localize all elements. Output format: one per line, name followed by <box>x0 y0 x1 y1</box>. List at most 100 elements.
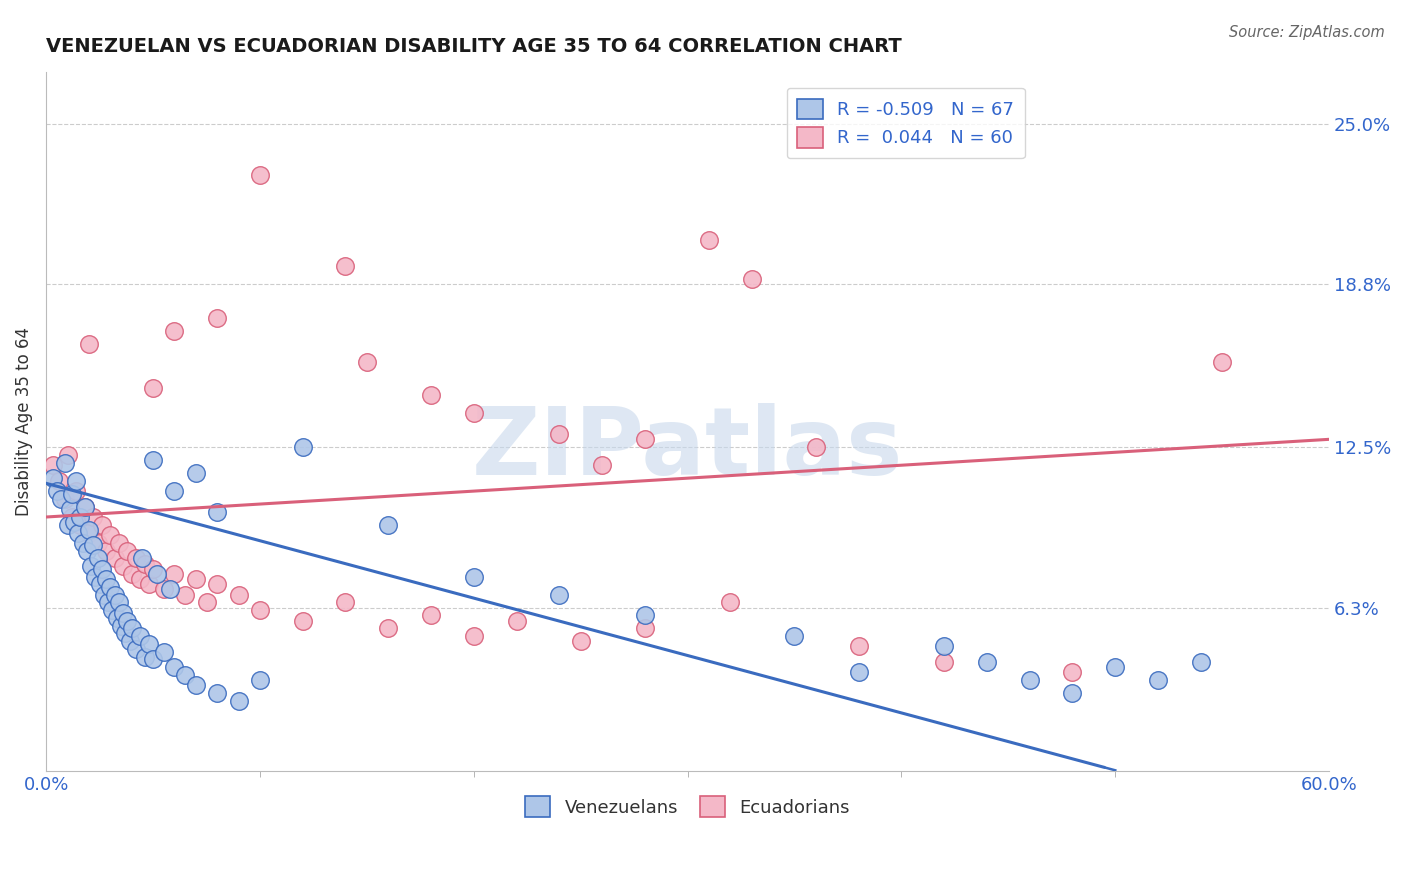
Point <box>634 433 657 447</box>
Point <box>73 500 96 514</box>
Point <box>94 572 117 586</box>
Point <box>86 551 108 566</box>
Text: Source: ZipAtlas.com: Source: ZipAtlas.com <box>1229 25 1385 40</box>
Point <box>1104 660 1126 674</box>
Point <box>121 621 143 635</box>
Point <box>291 440 314 454</box>
Point <box>932 655 955 669</box>
Point <box>69 517 91 532</box>
Point <box>174 588 197 602</box>
Point <box>73 500 96 514</box>
Point <box>163 324 186 338</box>
Point <box>77 525 100 540</box>
Point <box>1062 686 1084 700</box>
Point <box>134 649 156 664</box>
Point <box>138 637 160 651</box>
Point <box>114 626 136 640</box>
Point <box>1062 665 1084 680</box>
Point <box>41 458 63 473</box>
Legend: Venezuelans, Ecuadorians: Venezuelans, Ecuadorians <box>517 789 858 824</box>
Point <box>463 407 485 421</box>
Point <box>56 517 79 532</box>
Point <box>142 453 165 467</box>
Point <box>159 582 181 597</box>
Point <box>121 566 143 581</box>
Point <box>55 456 77 470</box>
Point <box>1018 673 1040 687</box>
Point <box>146 566 169 581</box>
Point <box>98 580 121 594</box>
Point <box>163 660 186 674</box>
Point <box>569 634 592 648</box>
Point <box>77 523 100 537</box>
Point <box>86 536 108 550</box>
Point <box>718 595 741 609</box>
Point <box>60 510 83 524</box>
Point <box>134 557 156 571</box>
Point <box>420 388 443 402</box>
Point <box>49 491 72 506</box>
Point <box>356 354 378 368</box>
Point <box>59 502 82 516</box>
Point <box>56 448 79 462</box>
Point <box>634 621 657 635</box>
Point <box>90 562 112 576</box>
Text: VENEZUELAN VS ECUADORIAN DISABILITY AGE 35 TO 64 CORRELATION CHART: VENEZUELAN VS ECUADORIAN DISABILITY AGE … <box>46 37 901 56</box>
Point <box>783 629 806 643</box>
Point <box>138 577 160 591</box>
Point <box>163 566 186 581</box>
Point <box>505 614 527 628</box>
Point <box>69 510 91 524</box>
Point <box>205 577 228 591</box>
Point <box>117 614 139 628</box>
Point <box>249 673 271 687</box>
Point <box>420 608 443 623</box>
Point <box>104 551 127 566</box>
Point <box>634 608 657 623</box>
Point <box>377 621 399 635</box>
Point <box>108 536 131 550</box>
Point <box>1189 655 1212 669</box>
Point <box>548 427 571 442</box>
Point <box>76 543 98 558</box>
Point <box>98 528 121 542</box>
Point <box>63 515 86 529</box>
Point <box>105 611 128 625</box>
Point <box>249 603 271 617</box>
Point <box>93 588 115 602</box>
Point <box>804 440 827 454</box>
Point <box>48 474 70 488</box>
Point <box>90 517 112 532</box>
Point <box>60 486 83 500</box>
Point <box>117 543 139 558</box>
Point <box>184 572 207 586</box>
Point <box>41 471 63 485</box>
Point <box>377 517 399 532</box>
Point <box>129 572 152 586</box>
Point <box>848 665 870 680</box>
Text: ZIPatlas: ZIPatlas <box>472 403 903 495</box>
Point <box>97 595 120 609</box>
Point <box>118 634 141 648</box>
Point <box>932 640 955 654</box>
Point <box>228 588 250 602</box>
Point <box>142 652 165 666</box>
Point <box>125 642 148 657</box>
Point <box>463 569 485 583</box>
Point <box>205 505 228 519</box>
Point <box>976 655 998 669</box>
Point <box>463 629 485 643</box>
Point <box>741 272 763 286</box>
Point <box>335 595 357 609</box>
Point <box>228 694 250 708</box>
Point <box>67 525 90 540</box>
Point <box>184 678 207 692</box>
Point <box>163 484 186 499</box>
Point <box>142 380 165 394</box>
Point <box>195 595 218 609</box>
Point <box>77 336 100 351</box>
Point <box>84 569 107 583</box>
Point <box>112 606 135 620</box>
Point <box>55 491 77 506</box>
Point <box>848 640 870 654</box>
